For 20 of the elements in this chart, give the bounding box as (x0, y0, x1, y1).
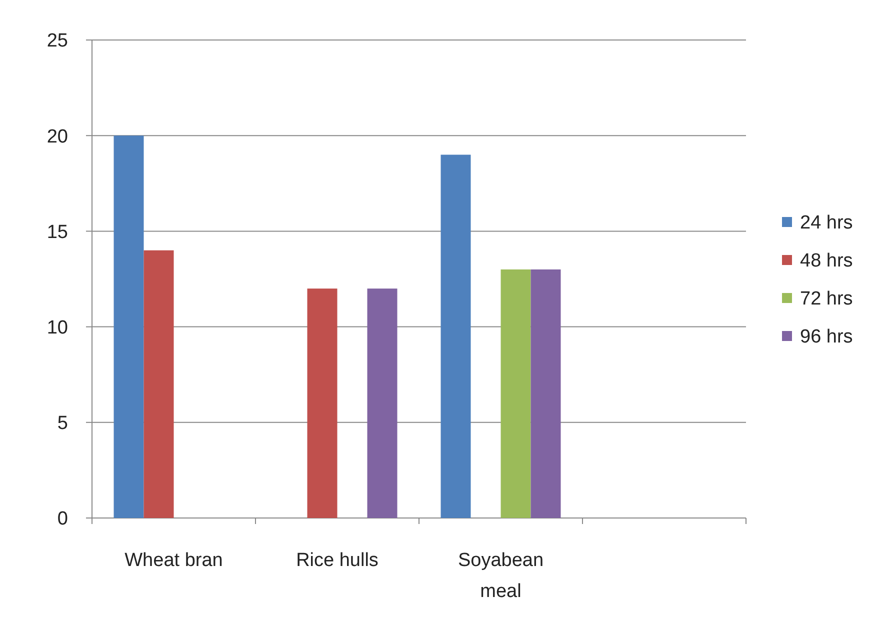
x-tick-label: Soyabean meal (458, 550, 544, 602)
x-tick-label: Wheat bran (124, 550, 223, 571)
y-tick-label: 5 (57, 413, 68, 434)
bar (530, 269, 561, 518)
legend-label: 24 hrs (800, 212, 853, 234)
legend-label: 48 hrs (800, 250, 853, 272)
bar (144, 250, 174, 518)
x-tick-label: Rice hulls (296, 550, 378, 571)
y-tick-label: 15 (46, 222, 68, 243)
bar (114, 136, 144, 518)
bar (440, 154, 471, 518)
y-tick-label: 0 (57, 508, 68, 530)
y-tick-label: 25 (46, 30, 68, 52)
bar (500, 269, 531, 518)
bar (367, 288, 398, 518)
bar (307, 288, 338, 518)
y-tick-label: 10 (46, 317, 68, 338)
legend-label: 96 hrs (800, 326, 853, 348)
legend-label: 72 hrs (800, 288, 853, 310)
y-tick-label: 20 (46, 126, 68, 148)
